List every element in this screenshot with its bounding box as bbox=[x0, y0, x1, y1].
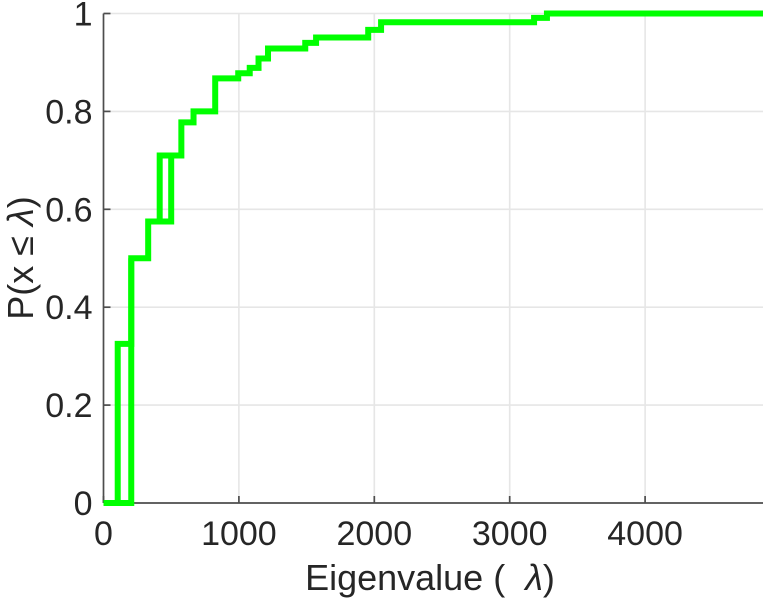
x-tick-label: 1000 bbox=[201, 515, 277, 553]
x-tick-label: 4000 bbox=[607, 515, 683, 553]
x-axis-label: Eigenvalue ( λ) bbox=[305, 557, 555, 598]
y-tick-label: 0.8 bbox=[45, 93, 92, 131]
y-tick-label: 1 bbox=[74, 0, 93, 34]
ecdf-curve bbox=[103, 10, 763, 506]
x-tick-label: 0 bbox=[94, 515, 113, 553]
y-tick-label: 0.2 bbox=[45, 387, 92, 425]
y-tick-label: 0.6 bbox=[45, 191, 92, 229]
y-tick-label: 0 bbox=[74, 485, 93, 523]
x-tick-label: 3000 bbox=[472, 515, 548, 553]
x-tick-label: 2000 bbox=[336, 515, 412, 553]
y-tick-label: 0.4 bbox=[45, 289, 92, 327]
y-axis-label: P(x ≤ λ) bbox=[0, 196, 41, 319]
ecdf-overlay-mid bbox=[148, 155, 175, 225]
ecdf-overlay-lower bbox=[117, 258, 135, 506]
